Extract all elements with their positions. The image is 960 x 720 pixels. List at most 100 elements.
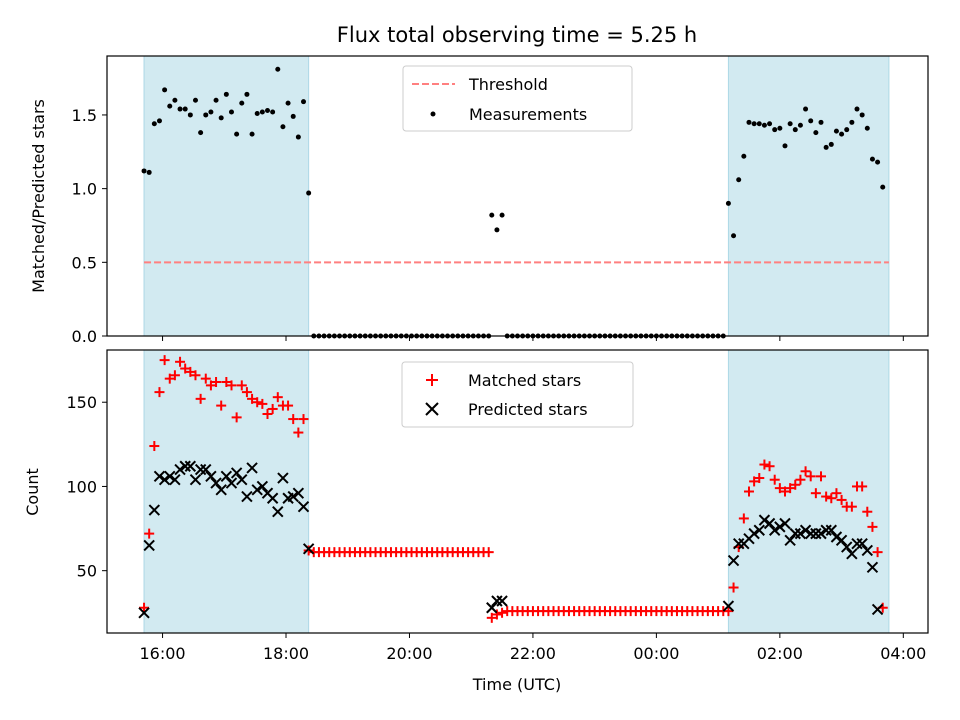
legend-measurements-label: Measurements xyxy=(469,105,587,124)
predicted-stars-point xyxy=(256,480,269,493)
measurement-point xyxy=(223,91,229,97)
measurement-point xyxy=(818,119,824,125)
measurement-point xyxy=(275,66,281,72)
bot-ytick-label: 150 xyxy=(66,393,97,412)
measurement-point xyxy=(823,144,829,150)
matched-stars-point xyxy=(257,398,268,409)
top-legend: Threshold Measurements xyxy=(402,65,633,132)
predicted-stars-point xyxy=(763,517,776,530)
matched-stars-point xyxy=(216,400,227,411)
predicted-stars-point xyxy=(825,524,837,536)
xtick-label: 02:00 xyxy=(757,644,803,663)
matched-stars-point xyxy=(241,387,252,398)
predicted-stars-point xyxy=(189,474,202,486)
predicted-stars-point xyxy=(272,506,284,518)
measurement-point xyxy=(259,109,265,115)
matched-stars-point xyxy=(226,380,237,391)
legend-predicted-swatch xyxy=(425,402,439,416)
measurement-point xyxy=(182,106,188,112)
predicted-stars-point xyxy=(297,500,310,513)
predicted-stars-point xyxy=(789,527,801,540)
predicted-stars-point xyxy=(810,527,822,540)
measurement-point xyxy=(172,97,178,103)
measurement-point xyxy=(177,106,183,112)
chart-title: Flux total observing time = 5.25 h xyxy=(337,23,697,47)
matched-stars-point xyxy=(497,607,508,618)
matched-stars-point xyxy=(795,474,806,485)
measurement-point xyxy=(751,121,757,127)
measurement-point xyxy=(198,130,204,136)
matched-stars-point xyxy=(867,521,878,532)
measurement-point xyxy=(864,125,870,131)
measurement-point xyxy=(772,127,778,133)
predicted-stars-point xyxy=(722,600,735,612)
matched-stars-point xyxy=(154,387,165,398)
measurement-point xyxy=(731,233,737,239)
matched-stars-point xyxy=(846,501,857,512)
predicted-stars-point xyxy=(805,527,817,540)
matched-stars-point xyxy=(288,414,299,425)
measurement-point xyxy=(234,131,240,137)
matched-stars-point xyxy=(195,393,206,404)
predicted-stars-point xyxy=(215,484,227,496)
bot-ytick-label: 50 xyxy=(77,562,97,581)
measurement-point xyxy=(192,97,198,103)
predicted-stars-point xyxy=(251,484,263,496)
measurement-point xyxy=(306,190,312,196)
matched-stars-point xyxy=(816,471,827,482)
measurement-point xyxy=(156,118,162,124)
predicted-stars-point xyxy=(200,463,212,476)
matched-stars-point xyxy=(821,491,832,502)
matched-stars-point xyxy=(200,373,211,384)
predicted-stars-point xyxy=(205,470,217,483)
matched-stars-point xyxy=(857,481,868,492)
matched-stars-point xyxy=(180,363,191,374)
measurement-point xyxy=(280,124,286,130)
matched-stars-point xyxy=(836,494,847,505)
matched-stars-point xyxy=(185,366,196,377)
top-ytick-label: 0.5 xyxy=(72,253,97,272)
xtick-label: 18:00 xyxy=(263,644,309,663)
matched-stars-point xyxy=(769,474,780,485)
measurement-point xyxy=(828,141,834,147)
xtick-label: 20:00 xyxy=(386,644,432,663)
matched-stars-point xyxy=(491,609,502,620)
predicted-stars-point xyxy=(220,470,233,483)
predicted-stars-point xyxy=(179,460,191,472)
predicted-stars-point xyxy=(732,538,745,550)
measurement-point xyxy=(499,212,505,218)
matched-stars-point xyxy=(749,476,760,487)
matched-stars-point xyxy=(738,513,749,524)
predicted-stars-point xyxy=(871,603,884,616)
predicted-stars-point xyxy=(820,524,832,536)
predicted-stars-point xyxy=(158,474,171,486)
matched-stars-point xyxy=(267,403,278,414)
measurement-point xyxy=(295,134,301,140)
matched-stars-point xyxy=(785,483,796,494)
measurement-point xyxy=(849,119,855,125)
matched-stars-point xyxy=(723,606,734,617)
predicted-stars-point xyxy=(184,460,197,472)
matched-stars-point xyxy=(231,412,242,423)
measurement-point xyxy=(228,109,234,115)
measurement-point xyxy=(787,121,793,127)
measurement-point xyxy=(854,106,860,112)
top-axes-frame xyxy=(106,55,929,337)
matched-stars-point xyxy=(252,397,263,408)
matched-stars-point xyxy=(743,486,754,497)
measurement-point xyxy=(285,100,291,106)
xtick-label: 16:00 xyxy=(140,644,186,663)
predicted-stars-point xyxy=(748,527,760,540)
bot-ytick-label: 100 xyxy=(66,477,97,496)
predicted-stars-point xyxy=(241,490,253,503)
measurement-point xyxy=(880,184,886,190)
measurement-point xyxy=(736,177,742,183)
measurement-point xyxy=(249,131,255,137)
top-observing-band-1 xyxy=(727,55,890,337)
measurement-point xyxy=(218,115,224,121)
matched-stars-point xyxy=(486,612,497,623)
matched-stars-point xyxy=(283,400,294,411)
measurement-point xyxy=(254,110,260,116)
matched-stars-point xyxy=(831,488,842,499)
